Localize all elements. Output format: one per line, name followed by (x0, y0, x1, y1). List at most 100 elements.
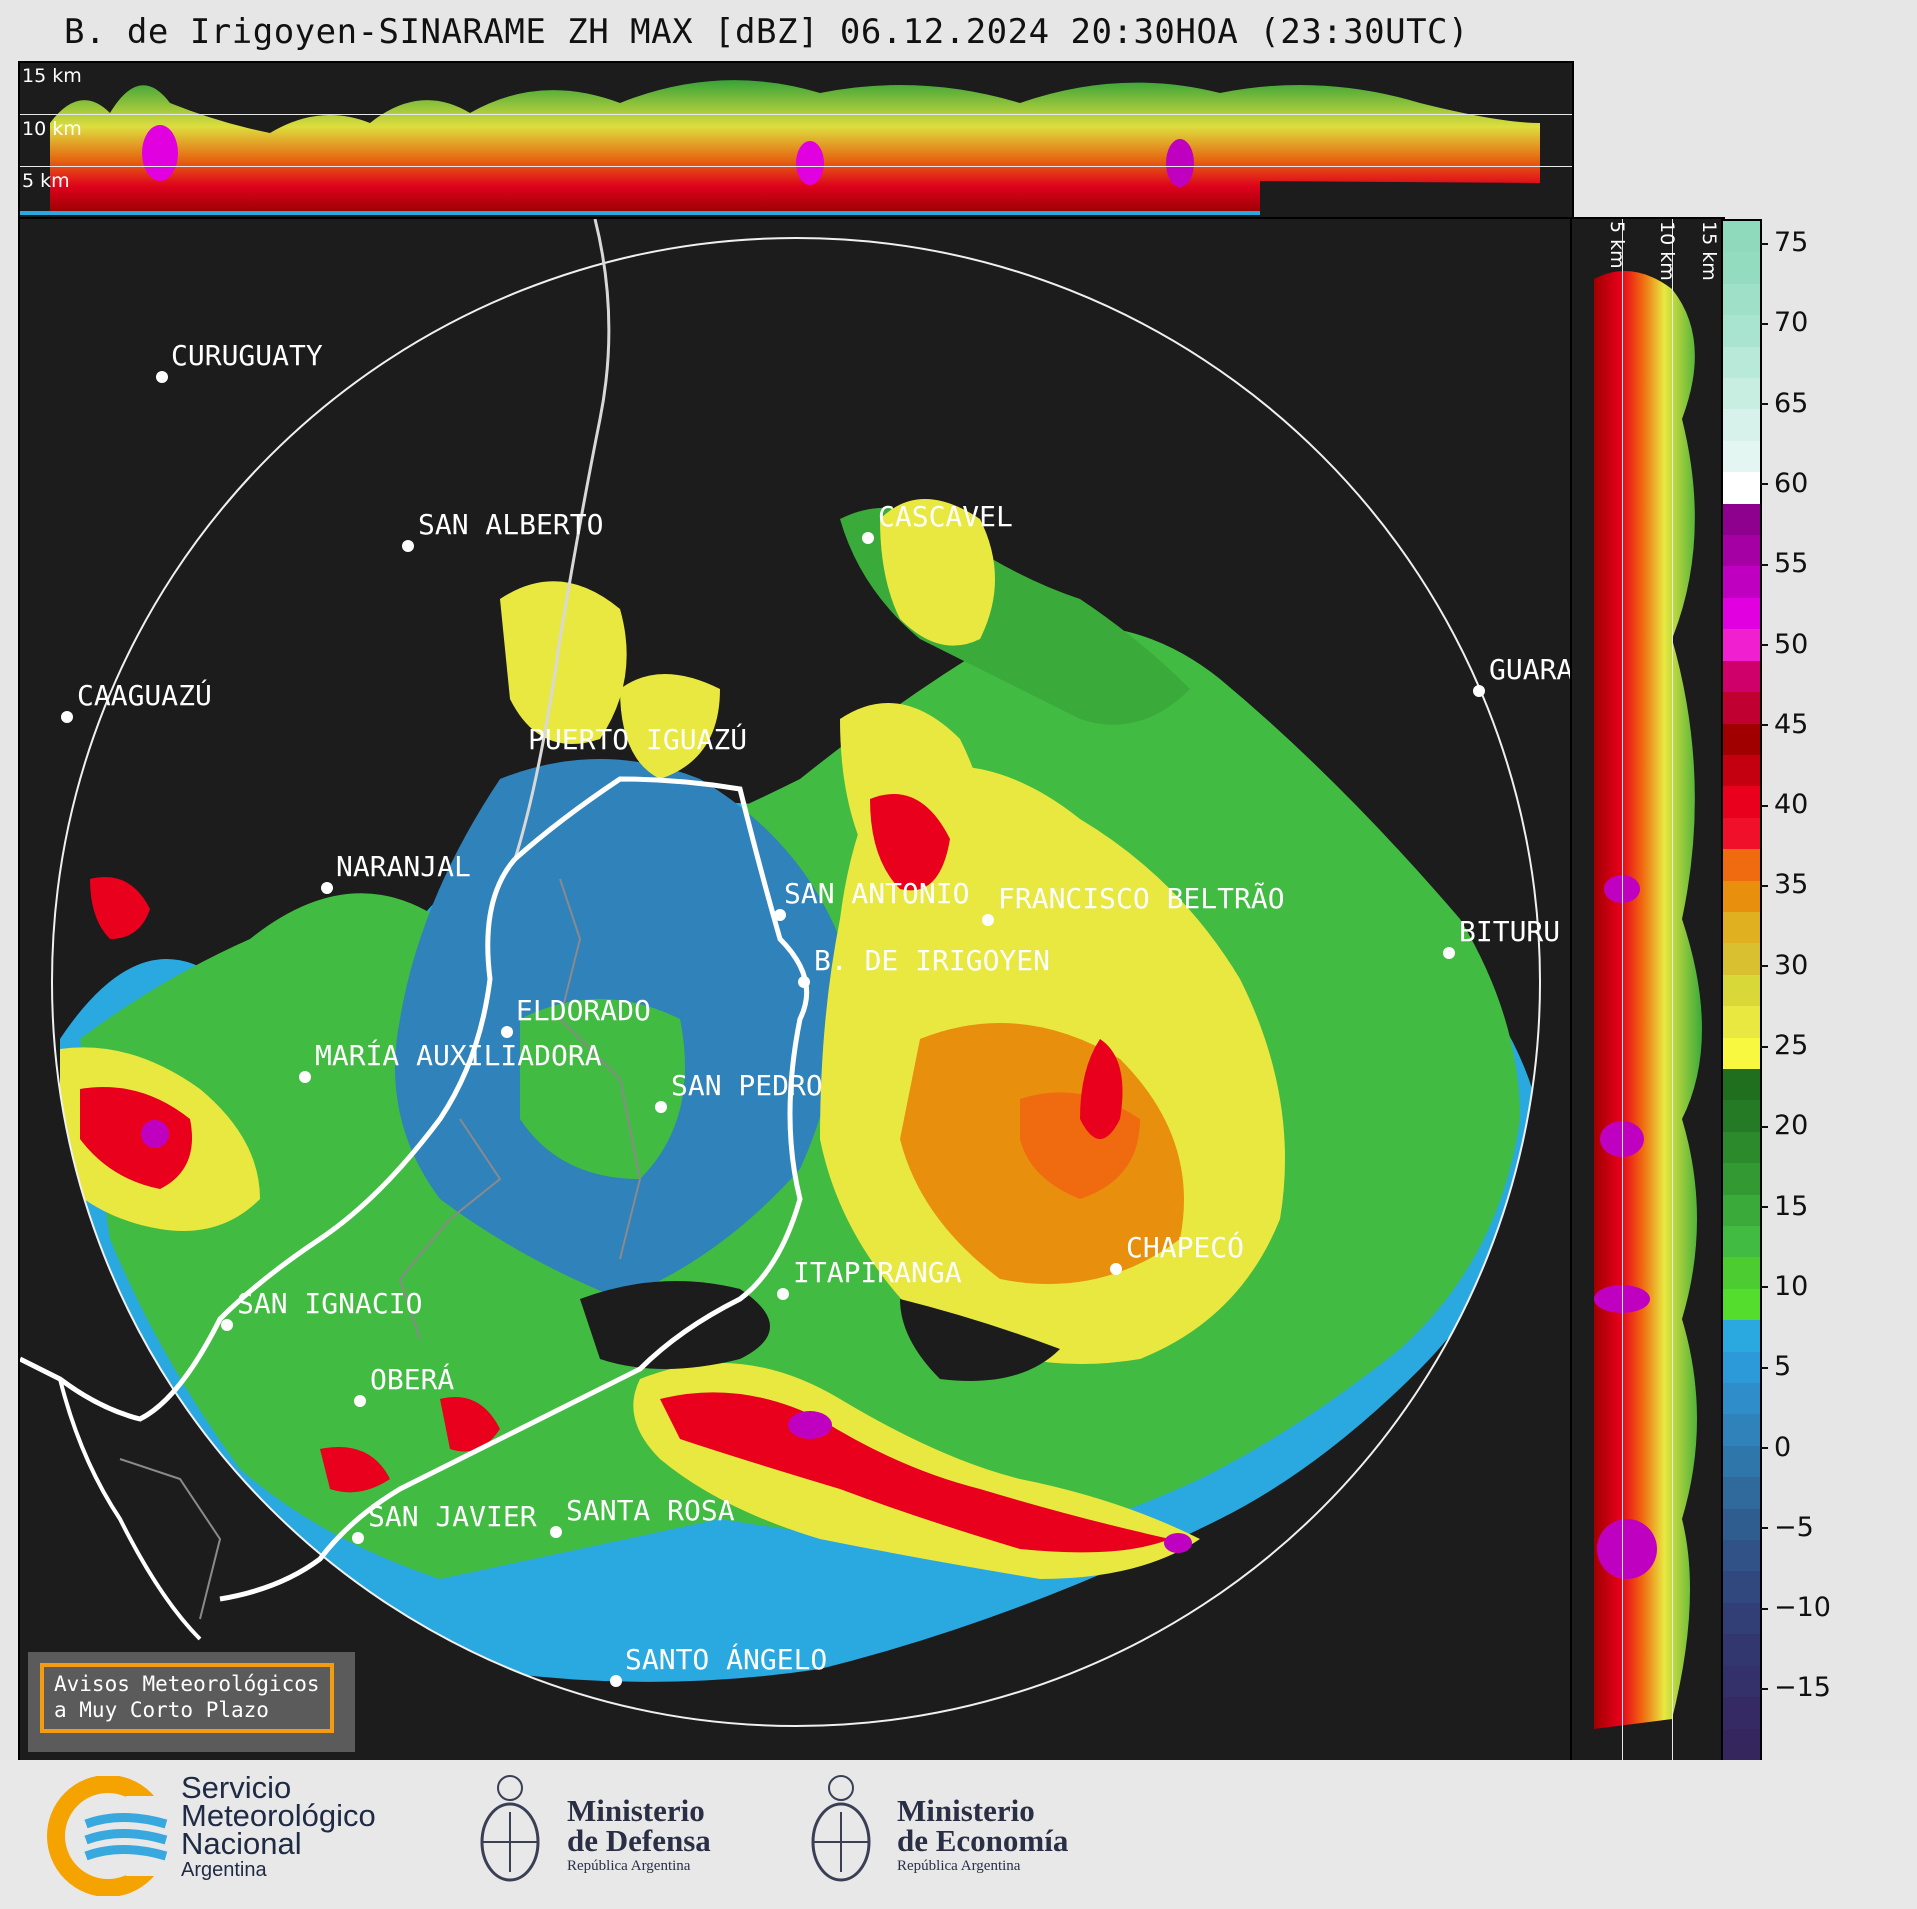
smn-logo-text: Servicio Meteorológico Nacional Argentin… (181, 1772, 376, 1882)
side-alt-15: 15 km (1698, 221, 1720, 281)
colorbar-tick: 10 (1760, 1271, 1808, 1302)
city-label-caaguazu: CAAGUAZÚ (77, 679, 212, 712)
colorbar-tick-label: −10 (1774, 1592, 1831, 1624)
colorbar-tick: −10 (1760, 1592, 1831, 1623)
colorbar-segment (1723, 754, 1760, 787)
footer-logos: Servicio Meteorológico Nacional Argentin… (0, 1760, 1917, 1909)
top-alt-15: 15 km (22, 65, 82, 87)
colorbar-segment (1723, 817, 1760, 850)
city-dot-eldorado (501, 1026, 513, 1038)
city-label-santo-angelo: SANTO ÁNGELO (625, 1643, 828, 1676)
city-label-francisco-beltrao: FRANCISCO BELTRÃO (998, 882, 1285, 915)
colorbar-tick: 40 (1760, 789, 1808, 820)
city-dot-naranjal (321, 882, 333, 894)
colorbar-tick-label: 5 (1774, 1351, 1792, 1383)
colorbar-segment (1723, 1006, 1760, 1038)
colorbar-tick: 75 (1760, 227, 1808, 258)
colorbar-segment (1723, 315, 1760, 347)
colorbar-segment (1723, 1602, 1760, 1635)
city-label-san-pedro: SAN PEDRO (671, 1069, 823, 1102)
range-ring (51, 237, 1541, 1727)
colorbar-tick-label: −15 (1774, 1672, 1831, 1704)
colorbar-tick: 45 (1760, 709, 1808, 740)
dbz-colorbar (1721, 219, 1762, 1762)
defensa-logo-text: Ministerio de Defensa República Argentin… (567, 1795, 711, 1876)
city-dot-obera (354, 1395, 366, 1407)
city-label-obera: OBERÁ (370, 1363, 455, 1396)
top-cross-section: 15 km 10 km 5 km (18, 61, 1574, 219)
colorbar-tick: 0 (1760, 1432, 1791, 1463)
city-dot-san-alberto (402, 540, 414, 552)
city-label-naranjal: NARANJAL (336, 850, 471, 883)
colorbar-segment (1723, 1571, 1760, 1603)
city-label-maria-auxiliadora: MARÍA AUXILIADORA (315, 1039, 602, 1072)
city-dot-francisco-beltrao (982, 914, 994, 926)
colorbar-tick: 20 (1760, 1110, 1808, 1141)
colorbar-tick-label: 65 (1774, 387, 1809, 419)
colorbar-segment (1723, 629, 1760, 661)
city-dot-guara (1473, 685, 1485, 697)
aviso-frame: Avisos Meteorológicos a Muy Corto Plazo (40, 1663, 334, 1733)
colorbar-segment (1723, 1477, 1760, 1509)
colorbar-tick: 15 (1760, 1191, 1808, 1222)
colorbar-segment (1723, 1320, 1760, 1352)
side-alt-5: 5 km (1606, 221, 1628, 269)
colorbar-segment (1723, 346, 1760, 379)
colorbar-segment (1723, 1697, 1760, 1729)
city-label-b-de-irigoyen: B. DE IRIGOYEN (814, 944, 1051, 977)
colorbar-tick-label: 15 (1774, 1190, 1809, 1222)
colorbar-segment (1723, 1131, 1760, 1164)
city-dot-san-javier (352, 1532, 364, 1544)
colorbar-segment (1723, 786, 1760, 818)
colorbar-segment (1723, 1634, 1760, 1666)
smn-line-3: Nacional (181, 1826, 302, 1861)
colorbar-tick: 50 (1760, 629, 1808, 660)
city-dot-chapeco (1110, 1263, 1122, 1275)
colorbar-tick: 70 (1760, 307, 1808, 338)
radar-map: CURUGUATY SAN ALBERTO CASCAVEL CAAGUAZÚ … (18, 217, 1574, 1763)
city-dot-san-pedro (655, 1101, 667, 1113)
economia-name-1: Ministerio (897, 1793, 1035, 1828)
radar-site-dot (798, 976, 810, 988)
city-label-san-ignacio: SAN IGNACIO (237, 1287, 423, 1320)
city-label-santa-rosa: SANTA ROSA (566, 1494, 735, 1527)
colorbar-tick: 60 (1760, 468, 1808, 499)
city-label-cascavel: CASCAVEL (878, 500, 1013, 533)
economia-logo-text: Ministerio de Economía República Argenti… (897, 1793, 1069, 1876)
city-label-bituru: BITURU (1459, 915, 1561, 948)
side-alt-10: 10 km (1656, 221, 1678, 281)
colorbar-segment (1723, 1288, 1760, 1321)
top-alt-10: 10 km (22, 118, 82, 140)
colorbar-tick-label: −5 (1774, 1511, 1814, 1543)
city-label-itapiranga: ITAPIRANGA (793, 1256, 962, 1289)
colorbar-segment (1723, 1351, 1760, 1384)
colorbar-segment (1723, 723, 1760, 755)
colorbar-tick-label: 55 (1774, 548, 1809, 580)
colorbar-tick-label: 70 (1774, 307, 1809, 339)
colorbar-segment (1723, 503, 1760, 536)
colorbar-segment (1723, 1068, 1760, 1101)
aviso-line-1: Avisos Meteorológicos (54, 1672, 320, 1696)
aviso-box[interactable]: Avisos Meteorológicos a Muy Corto Plazo (28, 1652, 355, 1752)
colorbar-tick-label: 30 (1774, 949, 1809, 981)
defensa-name-2: de Defensa (567, 1823, 711, 1858)
colorbar-tick: 65 (1760, 388, 1808, 419)
economia-name-2: de Economía (897, 1823, 1069, 1858)
colorbar-segment (1723, 1665, 1760, 1698)
colorbar-segment (1723, 1728, 1760, 1760)
defensa-coat-of-arms-icon (480, 1775, 540, 1882)
colorbar-segment (1723, 1508, 1760, 1541)
aviso-line-2: a Muy Corto Plazo (54, 1698, 269, 1722)
colorbar-segment (1723, 660, 1760, 693)
colorbar-segment (1723, 1100, 1760, 1132)
city-label-san-antonio: SAN ANTONIO (784, 877, 970, 910)
city-dot-santo-angelo (610, 1675, 622, 1687)
city-dot-itapiranga (777, 1288, 789, 1300)
side-cross-section: 5 km 10 km 15 km (1570, 217, 1725, 1763)
colorbar-segment (1723, 409, 1760, 441)
city-dot-san-ignacio (221, 1319, 233, 1331)
colorbar-tick: −15 (1760, 1672, 1831, 1703)
colorbar-tick: 55 (1760, 548, 1808, 579)
colorbar-tick-label: 40 (1774, 789, 1809, 821)
economia-coat-of-arms-icon (811, 1775, 871, 1882)
